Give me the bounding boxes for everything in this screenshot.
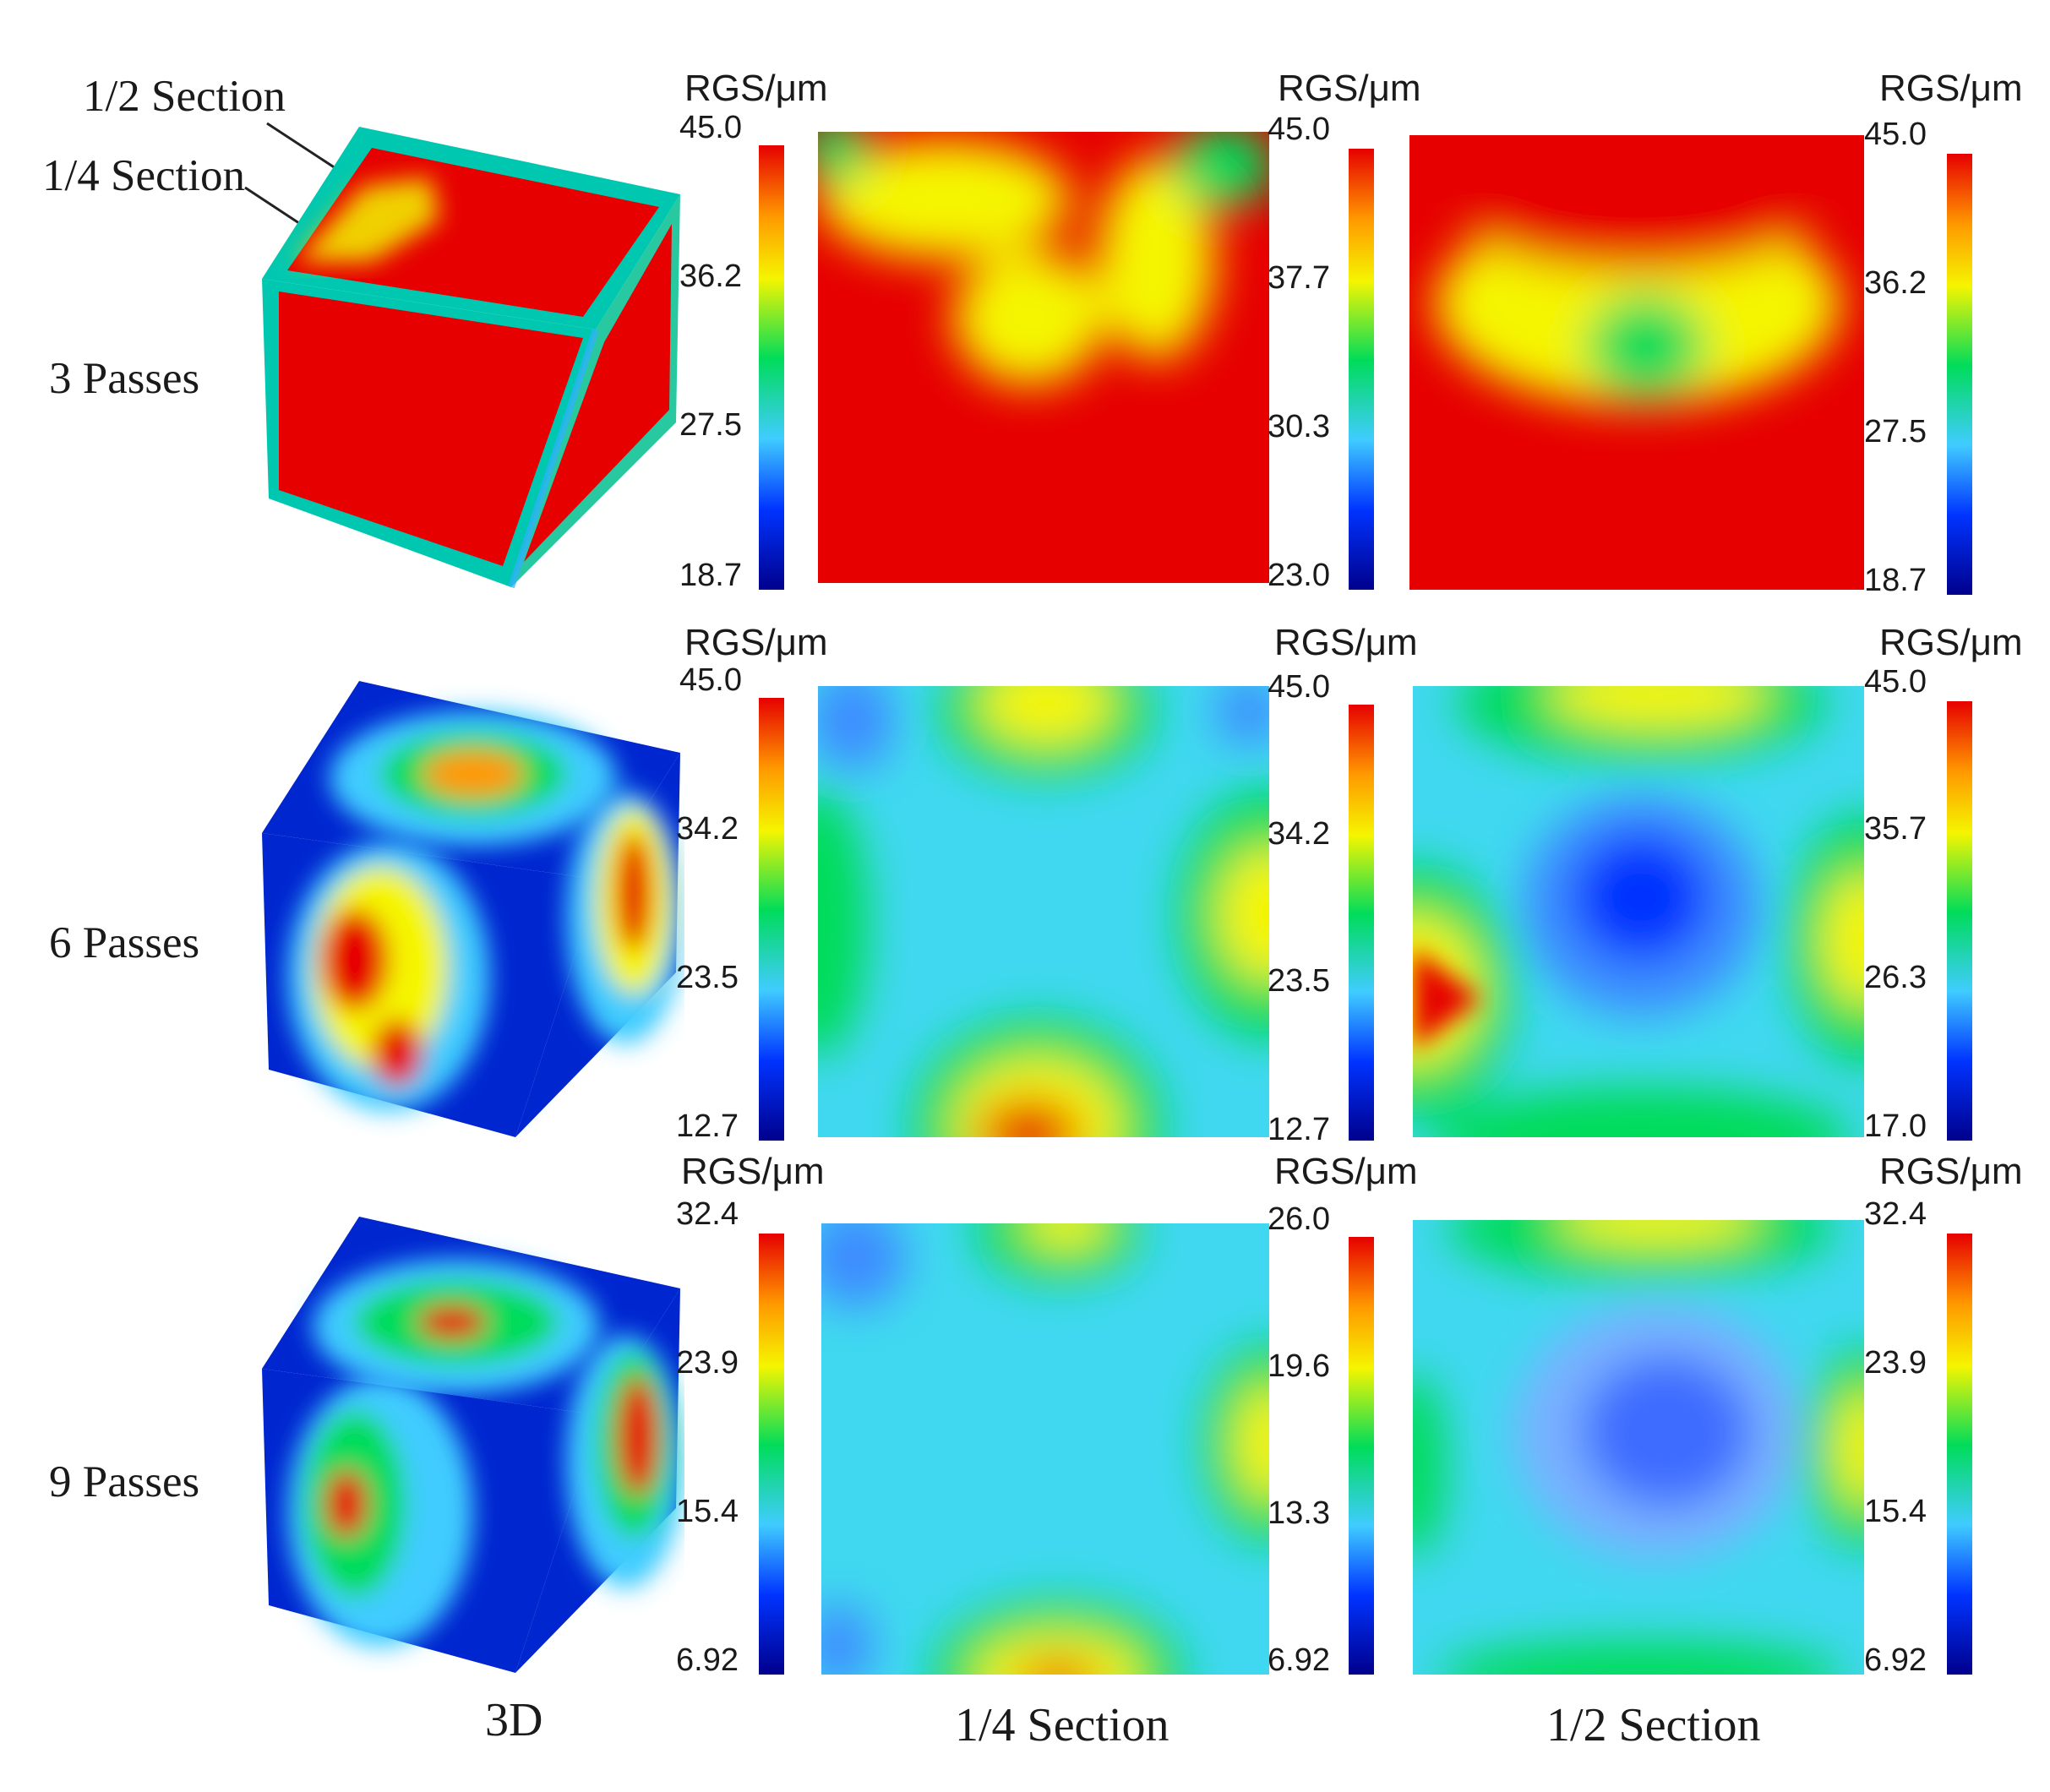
tick-r3-c3-2: 23.9 — [1864, 1345, 1927, 1381]
tick-r1-c3-min: 18.7 — [1864, 563, 1927, 598]
tick-r3-c1-3: 15.4 — [676, 1494, 739, 1529]
tick-r3-c2-3: 13.3 — [1268, 1495, 1330, 1531]
tick-r2-c2-2: 34.2 — [1268, 816, 1330, 852]
unit-label-r1-c2: RGS/μm — [1278, 68, 1421, 109]
tick-r2-c1-max: 45.0 — [679, 662, 742, 698]
unit-label-r2-c3: RGS/μm — [1879, 622, 2023, 663]
unit-label-r1-c3: RGS/μm — [1879, 68, 2023, 109]
tick-r2-c2-max: 45.0 — [1268, 669, 1330, 705]
tick-r1-c2-3: 30.3 — [1268, 409, 1330, 444]
cube-3d-3-passes — [262, 127, 680, 589]
tick-r2-c2-3: 23.5 — [1268, 963, 1330, 999]
tick-r2-c3-2: 35.7 — [1864, 811, 1927, 847]
unit-label-r2-c2: RGS/μm — [1274, 622, 1418, 663]
colorbar-r1-c1 — [759, 145, 784, 590]
cube-3d-9-passes — [262, 1217, 684, 1673]
tick-r1-c1-min: 18.7 — [679, 558, 742, 593]
tick-r3-c1-max: 32.4 — [676, 1196, 739, 1232]
tick-r1-c2-2: 37.7 — [1268, 260, 1330, 296]
tick-r2-c1-2: 34.2 — [676, 811, 739, 847]
tick-r3-c3-3: 15.4 — [1864, 1494, 1927, 1529]
unit-label-r3-c3: RGS/μm — [1879, 1151, 2023, 1192]
section-map-half-3-passes — [1409, 135, 1864, 590]
tick-r1-c2-max: 45.0 — [1268, 112, 1330, 147]
tick-r3-c3-max: 32.4 — [1864, 1196, 1927, 1232]
row-label-3-passes: 3 Passes — [49, 354, 200, 403]
tick-r2-c3-min: 17.0 — [1864, 1108, 1927, 1144]
cube-3d-6-passes — [262, 681, 684, 1137]
colorbar-r3-c3 — [1947, 1234, 1972, 1675]
section-map-quarter-9-passes — [821, 1223, 1269, 1675]
colorbar-r2-c3 — [1947, 701, 1972, 1141]
column-label-3d: 3D — [485, 1694, 543, 1746]
tick-r2-c3-3: 26.3 — [1864, 960, 1927, 995]
tick-r3-c1-2: 23.9 — [676, 1345, 739, 1381]
tick-r1-c2-min: 23.0 — [1268, 558, 1330, 593]
colorbar-r1-c3 — [1947, 154, 1972, 595]
colorbar-r2-c2 — [1349, 705, 1374, 1141]
quarter-section-annotation: 1/4 Section — [42, 151, 245, 200]
tick-r1-c3-2: 36.2 — [1864, 265, 1927, 301]
tick-r2-c3-max: 45.0 — [1864, 664, 1927, 700]
column-label-quarter-section: 1/4 Section — [955, 1699, 1169, 1751]
tick-r2-c1-min: 12.7 — [676, 1108, 739, 1144]
row-label-9-passes: 9 Passes — [49, 1457, 200, 1506]
tick-r3-c2-2: 19.6 — [1268, 1348, 1330, 1384]
tick-r3-c2-max: 26.0 — [1268, 1201, 1330, 1237]
unit-label-r1-c1: RGS/μm — [684, 68, 828, 109]
unit-label-r2-c1: RGS/μm — [684, 622, 828, 663]
unit-label-r3-c2: RGS/μm — [1274, 1151, 1418, 1192]
section-map-quarter-6-passes — [818, 686, 1269, 1137]
row-label-6-passes: 6 Passes — [49, 918, 200, 967]
section-map-half-9-passes — [1413, 1220, 1864, 1675]
colorbar-r2-c1 — [759, 698, 784, 1141]
tick-r1-c1-max: 45.0 — [679, 110, 742, 145]
tick-r1-c1-3: 27.5 — [679, 407, 742, 443]
section-map-half-6-passes — [1413, 686, 1864, 1137]
tick-r3-c2-min: 6.92 — [1268, 1642, 1330, 1678]
tick-r1-c3-max: 45.0 — [1864, 117, 1927, 152]
tick-r2-c1-3: 23.5 — [676, 960, 739, 995]
half-section-annotation: 1/2 Section — [83, 72, 286, 121]
column-label-half-section: 1/2 Section — [1546, 1699, 1761, 1751]
tick-r1-c3-3: 27.5 — [1864, 414, 1927, 449]
tick-r3-c3-min: 6.92 — [1864, 1642, 1927, 1678]
section-map-quarter-3-passes — [818, 132, 1269, 583]
colorbar-r3-c2 — [1349, 1237, 1374, 1675]
colorbar-r1-c2 — [1349, 149, 1374, 590]
tick-r3-c1-min: 6.92 — [676, 1642, 739, 1678]
tick-r2-c2-min: 12.7 — [1268, 1112, 1330, 1147]
unit-label-r3-c1: RGS/μm — [681, 1151, 825, 1192]
tick-r1-c1-2: 36.2 — [679, 259, 742, 294]
colorbar-r3-c1 — [759, 1234, 784, 1675]
